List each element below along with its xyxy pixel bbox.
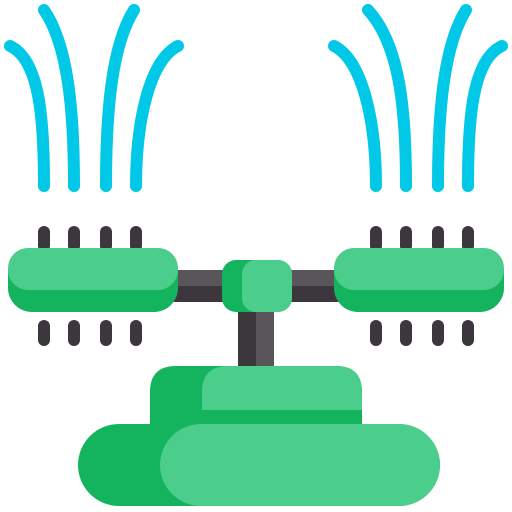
base-upper-block	[150, 366, 362, 440]
left-water-jets-icon	[4, 4, 184, 192]
right-sprinkler-head	[334, 248, 504, 312]
center-hub	[222, 260, 292, 312]
water-jet	[38, 4, 80, 192]
water-jet	[362, 4, 412, 192]
water-jet	[432, 4, 472, 192]
right-water-jets-icon	[328, 4, 508, 192]
water-jet	[328, 40, 382, 192]
left-sprinkler-head	[8, 248, 178, 312]
water-jet	[100, 4, 140, 192]
base-lower-drum	[78, 424, 440, 506]
water-jet	[130, 40, 184, 192]
nozzle-pins	[38, 226, 474, 346]
water-jet	[462, 40, 508, 192]
water-jet	[4, 40, 50, 192]
